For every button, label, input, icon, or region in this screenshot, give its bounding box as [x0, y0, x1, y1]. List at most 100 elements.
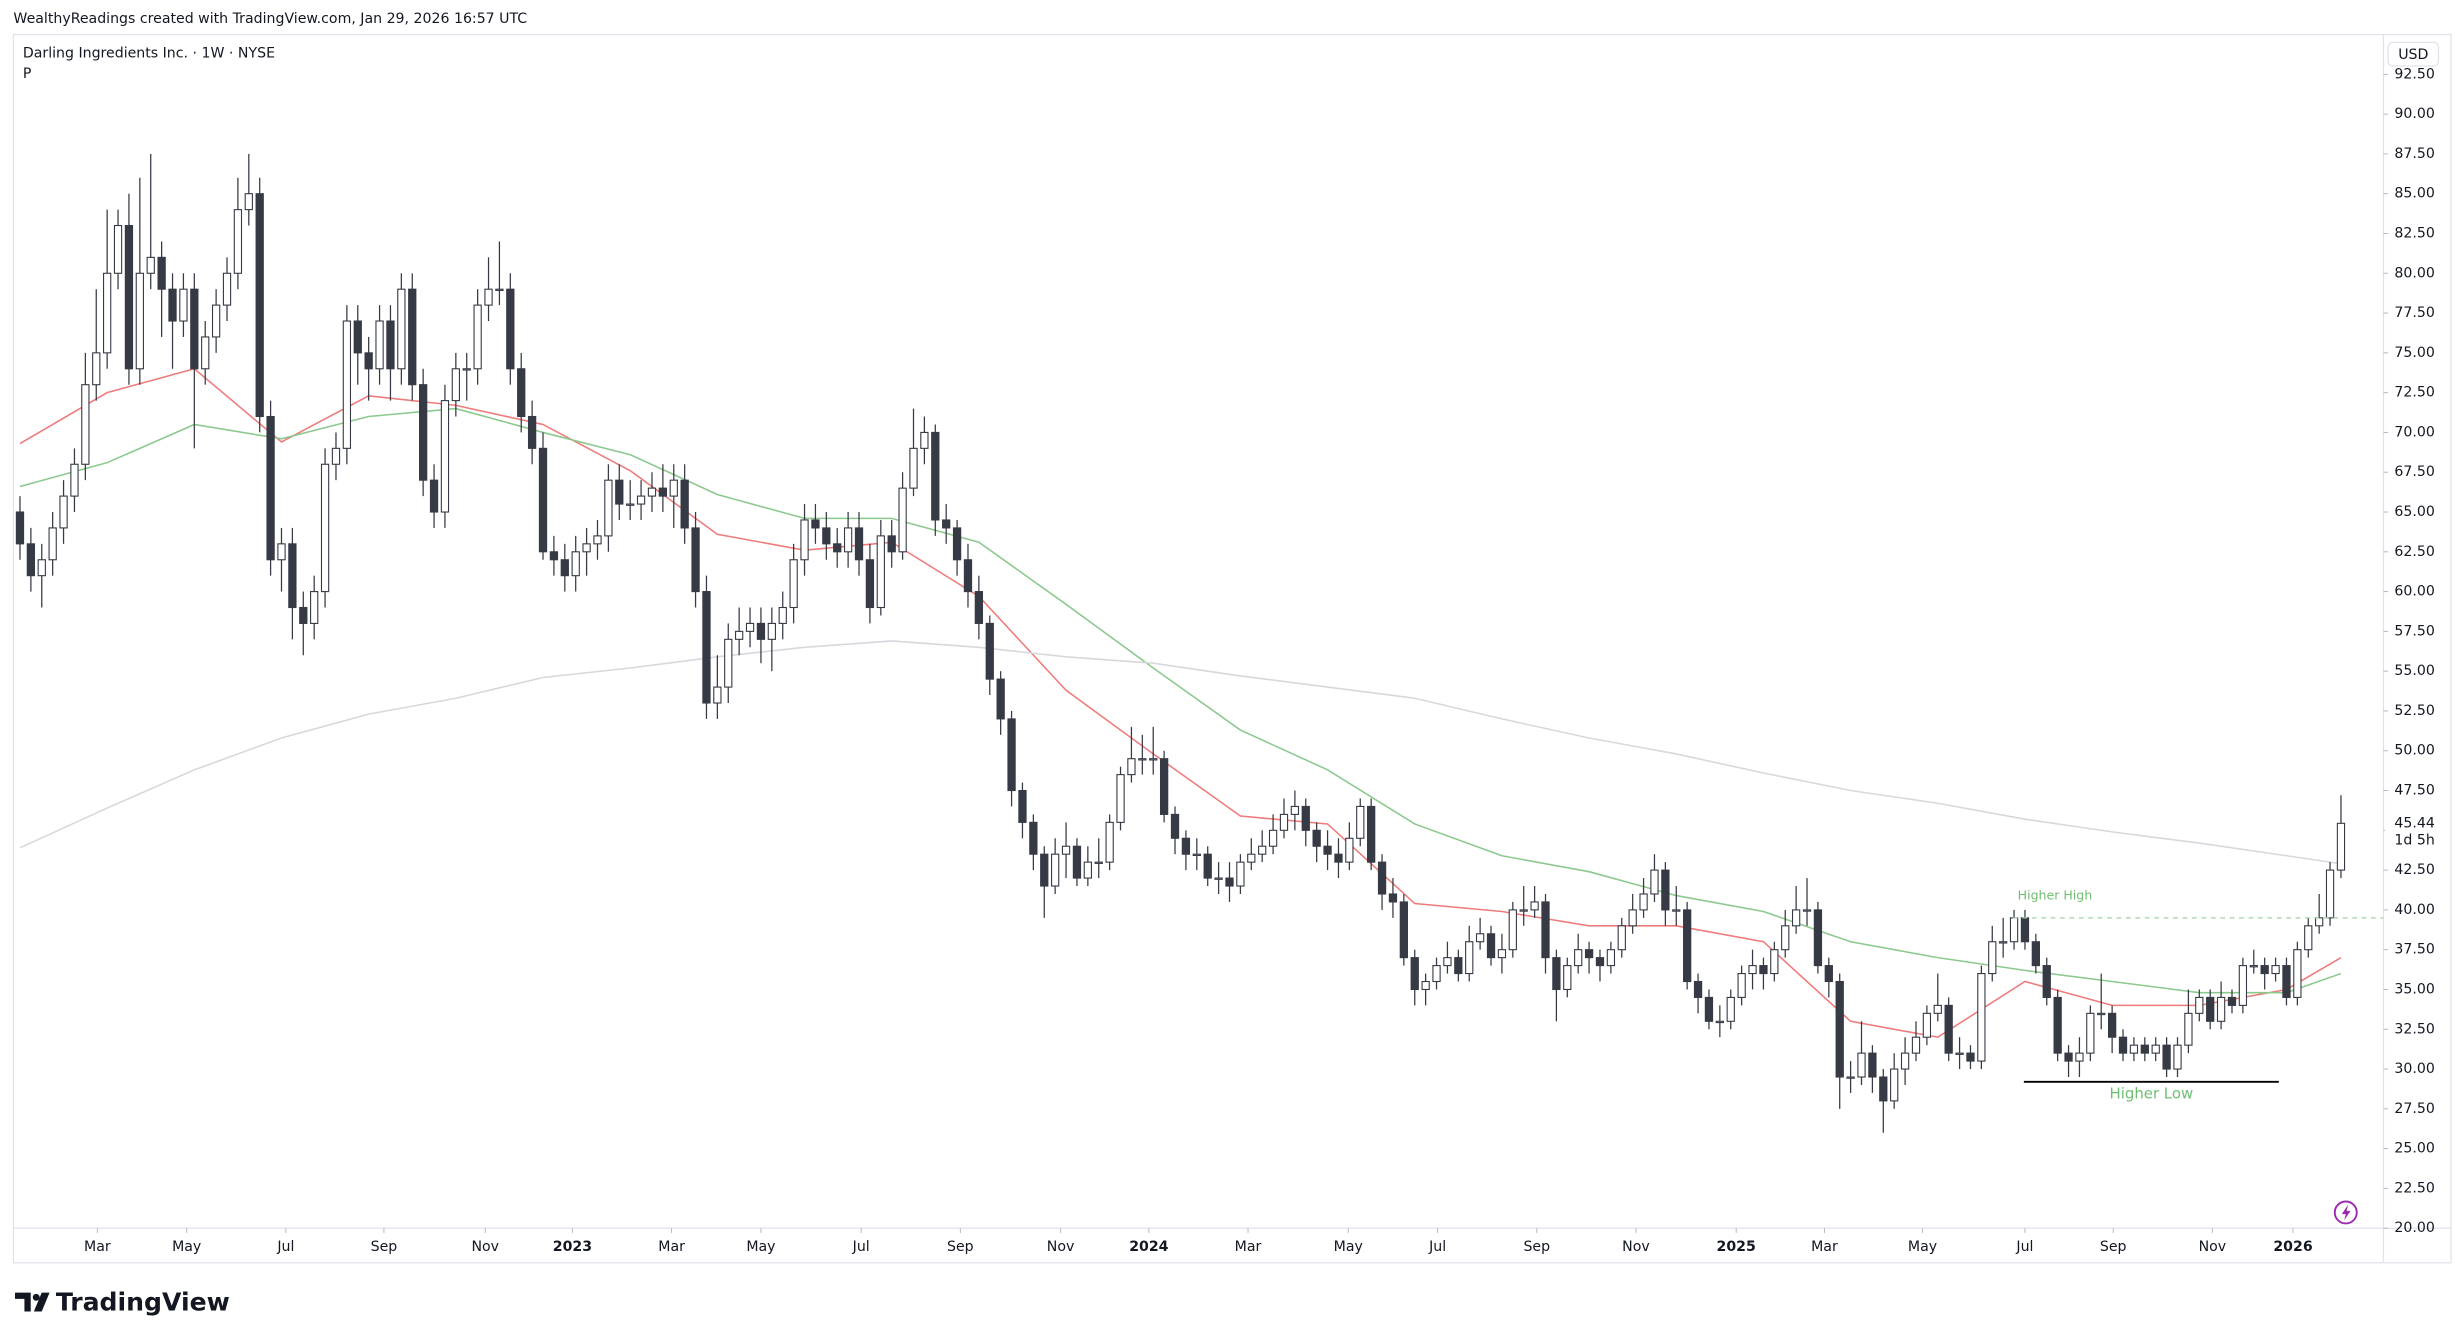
candle-body [103, 272, 112, 354]
candle-body [517, 368, 526, 418]
x-tick-label: Mar [1811, 1239, 1838, 1255]
candle-body [222, 272, 232, 306]
candle-body [1475, 933, 1485, 943]
candle-body [2184, 1012, 2193, 1046]
candle-body [1072, 845, 1082, 879]
y-tick-label: 80.00 [2394, 265, 2434, 281]
candle-body [658, 487, 668, 497]
x-tick-label: Mar [1235, 1239, 1262, 1255]
candle-body [2009, 917, 2019, 943]
candle-body [778, 606, 787, 624]
x-tick-label: Mar [84, 1239, 111, 1255]
candle-body [1421, 980, 1430, 991]
y-tick-label: 20.00 [2394, 1220, 2434, 1236]
candle-body [702, 591, 711, 704]
candle-body [2140, 1044, 2149, 1054]
currency-box[interactable] [2387, 41, 2440, 67]
candle-body [462, 368, 471, 371]
candle-body [952, 527, 962, 561]
chart-title: Darling Ingredients Inc. · 1W · NYSE [23, 45, 275, 61]
alert-icon[interactable] [2333, 1200, 2358, 1225]
candle-body [1639, 893, 1648, 911]
candle-body [789, 559, 798, 609]
x-tick-label: 2025 [1717, 1239, 1756, 1255]
candle-body [146, 256, 155, 274]
candle-body [1301, 805, 1310, 831]
y-tick-label: 37.50 [2394, 942, 2434, 958]
candle-body [1486, 933, 1496, 959]
candle-body [2271, 965, 2280, 975]
candle-body [1258, 845, 1267, 855]
candle-body [419, 384, 428, 481]
candle-body [2206, 996, 2215, 1022]
candle-body [713, 686, 722, 704]
y-tick-label: 35.00 [2394, 981, 2434, 997]
candle-body [244, 193, 253, 211]
candle-body [1552, 957, 1561, 991]
currency[interactable]: USD [2398, 47, 2428, 63]
candle-body [48, 527, 57, 561]
y-tick-label: 47.50 [2394, 783, 2434, 799]
candle-body [135, 272, 144, 370]
candle-body [985, 622, 994, 680]
x-tick-label: Nov [1622, 1239, 1650, 1255]
axes: 20.00 22.50 25.00 27.50 30.00 32.50 35.00 37.50… [84, 66, 2448, 1255]
candle-body [974, 591, 984, 624]
candle-body [124, 224, 134, 370]
candle-body [1181, 837, 1191, 855]
candle-body [277, 543, 286, 561]
candle-body [1770, 949, 1779, 975]
candle-body [1214, 877, 1223, 880]
candle-body [1933, 1004, 1942, 1014]
candle-body [1007, 718, 1016, 792]
candle-body [2118, 1036, 2128, 1054]
candle-body [1192, 853, 1201, 856]
candle-body [865, 559, 875, 609]
y-tick-label: 70.00 [2394, 424, 2434, 440]
candle-body [1290, 805, 1300, 815]
candle-body [2097, 1012, 2106, 1016]
candle-body [1345, 837, 1354, 863]
candle-body [397, 288, 406, 370]
plot-area [15, 153, 2384, 1133]
x-tick-label: Sep [371, 1239, 398, 1255]
candle-body [310, 591, 319, 624]
candle-body [1040, 853, 1049, 887]
candle-body [473, 304, 482, 370]
candle-body [963, 559, 973, 593]
x-tick-label: Jul [2015, 1239, 2033, 1255]
candle-body [1432, 965, 1441, 983]
candle-body [1693, 980, 1703, 998]
attribution: WealthyReadings created with TradingView… [13, 11, 527, 27]
candle-body [2020, 917, 2030, 943]
moving-average [19, 407, 2342, 994]
y-tick-label: 65.00 [2394, 504, 2434, 520]
candle-body [2336, 822, 2346, 871]
candle-body [506, 288, 515, 370]
candle-body [168, 288, 177, 322]
candle-body [266, 415, 275, 561]
x-tick-label: 2026 [2273, 1239, 2312, 1255]
candle-body [1312, 829, 1321, 847]
candle-body [1094, 861, 1103, 864]
candle-body [1704, 996, 1714, 1022]
candle-body [113, 224, 123, 274]
logo-text: TradingView [56, 1288, 230, 1317]
candle-body [1890, 1068, 1899, 1102]
moving-average [19, 640, 2342, 865]
candle-body [1323, 845, 1332, 855]
candle-body [876, 535, 885, 609]
candle-body [1465, 941, 1474, 975]
y-tick-label: 90.00 [2394, 106, 2434, 122]
y-tick-label: 77.50 [2394, 305, 2434, 321]
candle-body [81, 384, 90, 465]
candle-body [211, 304, 221, 338]
candle-body [2064, 1052, 2073, 1062]
candle-body [1138, 758, 1147, 761]
x-tick-label: Jul [276, 1239, 294, 1255]
candle-body [1203, 853, 1212, 879]
candle-body [2282, 965, 2291, 998]
candle-body [1061, 845, 1071, 855]
candle-body [1868, 1052, 1877, 1078]
candle-body [1802, 909, 1812, 912]
